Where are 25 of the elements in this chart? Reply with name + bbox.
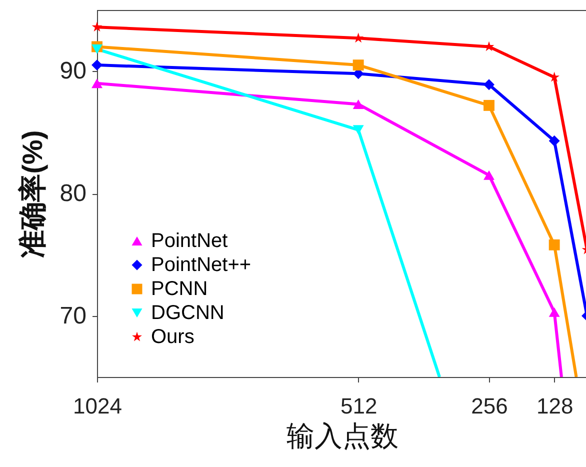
point — [484, 100, 494, 111]
point — [548, 239, 560, 250]
x-axis-title: 输入点数 — [286, 420, 398, 452]
legend-label: PointNet++ — [151, 254, 252, 276]
x-tick-label: 512 — [340, 394, 378, 418]
y-tick-label: 80 — [60, 180, 86, 207]
x-tick-label: 1024 — [73, 394, 122, 418]
point — [352, 60, 364, 71]
legend-label: DGCNN — [151, 302, 224, 324]
point — [484, 79, 494, 90]
y-tick-label: 70 — [60, 302, 86, 330]
point — [548, 307, 560, 317]
point — [484, 170, 494, 180]
legend-label: PCNN — [151, 278, 208, 300]
point — [92, 22, 102, 32]
y-tick-label: 90 — [60, 58, 86, 85]
point — [548, 135, 560, 146]
point — [352, 99, 364, 109]
y-axis-title: 准确率(%) — [16, 130, 48, 258]
x-tick-label: 128 — [536, 394, 574, 418]
legend-label: Ours — [151, 326, 194, 348]
legend-label: PointNet — [151, 230, 228, 252]
x-tick-label: 256 — [471, 394, 508, 418]
point — [92, 78, 102, 88]
point — [92, 60, 102, 71]
